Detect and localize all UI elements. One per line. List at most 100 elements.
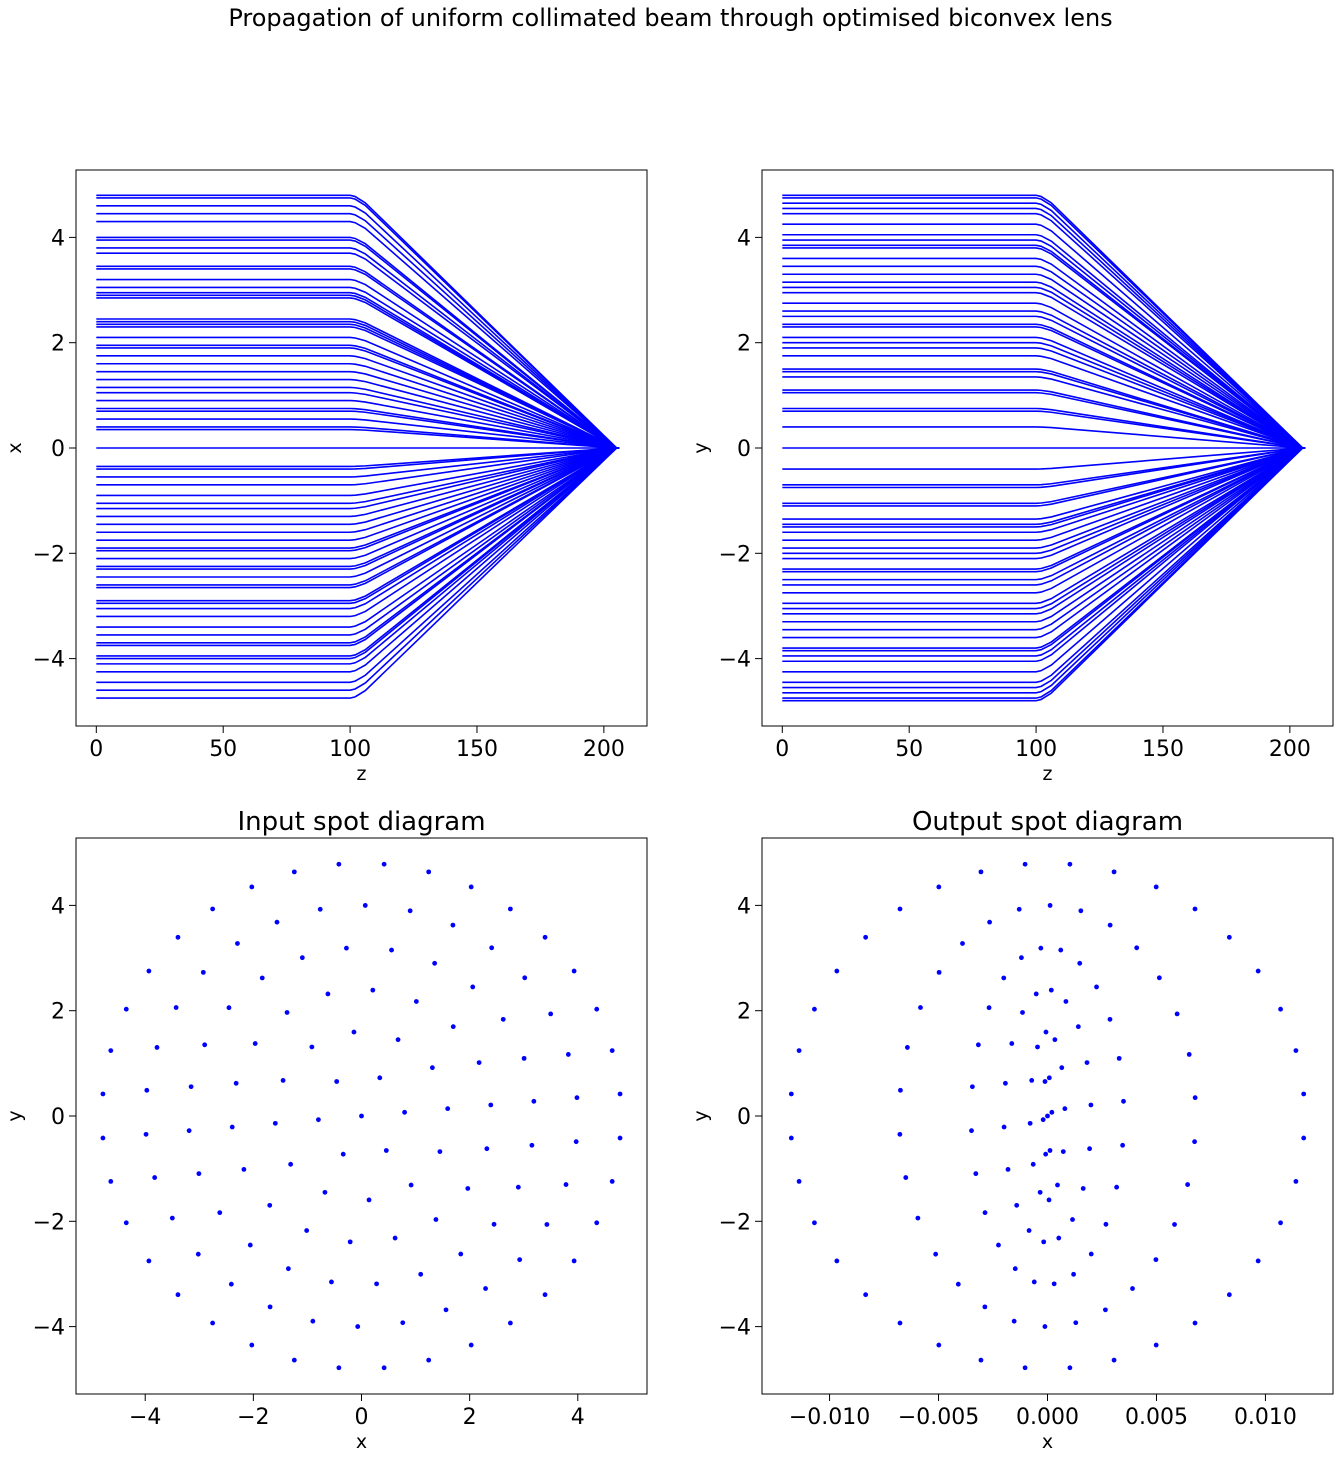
spot-point xyxy=(1046,1075,1052,1081)
spot-point xyxy=(1107,1016,1113,1022)
spot-point xyxy=(374,1281,379,1287)
spot-point xyxy=(788,1091,794,1097)
x-tick-label: 4 xyxy=(571,1405,585,1430)
spot-point xyxy=(488,1102,494,1108)
spot-point xyxy=(1226,934,1232,940)
spot-point xyxy=(1035,1044,1040,1050)
y-axis-label: y xyxy=(4,1110,26,1121)
spot-point xyxy=(1120,1142,1126,1148)
x-tick-label: 0.005 xyxy=(1125,1405,1188,1430)
spot-point xyxy=(548,1011,554,1017)
plot-data xyxy=(96,194,620,699)
spot-point xyxy=(609,1179,615,1184)
y-tick-label: −2 xyxy=(33,542,65,567)
spot-point xyxy=(903,1175,909,1180)
spot-point xyxy=(1067,1365,1073,1371)
ray-line xyxy=(782,273,1306,449)
spot-point xyxy=(288,1161,294,1167)
spot-point xyxy=(594,1220,600,1226)
spot-point xyxy=(1301,1091,1307,1097)
y-axis-label: x xyxy=(4,442,26,453)
spot-point xyxy=(571,968,577,974)
spot-point xyxy=(108,1179,114,1184)
spot-point xyxy=(267,1304,273,1310)
spot-point xyxy=(169,1215,175,1221)
spot-point xyxy=(1087,1146,1092,1152)
spot-point xyxy=(898,1087,903,1093)
spot-point xyxy=(1293,1048,1299,1053)
spot-point xyxy=(309,1044,315,1050)
spot-point xyxy=(249,1342,255,1348)
spot-point xyxy=(812,1220,817,1226)
spot-point xyxy=(517,1257,523,1263)
spot-point xyxy=(1088,1251,1094,1257)
spot-point xyxy=(458,1251,464,1257)
spot-point xyxy=(1103,1307,1108,1313)
spot-point xyxy=(936,1342,942,1348)
spot-point xyxy=(1107,922,1113,928)
spot-point xyxy=(247,1242,253,1248)
spot-point xyxy=(542,934,548,940)
spot-point xyxy=(1226,1292,1232,1298)
spot-point xyxy=(476,1060,482,1065)
spot-point xyxy=(796,1179,802,1184)
spot-point xyxy=(468,884,474,890)
spot-point xyxy=(291,1357,297,1363)
spot-point xyxy=(377,1075,383,1081)
spot-point xyxy=(1077,960,1083,966)
spot-point xyxy=(563,1182,569,1187)
spot-point xyxy=(316,1117,321,1123)
spot-point xyxy=(272,1120,278,1126)
spot-point xyxy=(1192,1139,1197,1145)
x-tick-label: −0.010 xyxy=(789,1405,870,1430)
spot-point xyxy=(834,1258,840,1264)
spot-point xyxy=(571,1258,577,1264)
spot-point xyxy=(933,1251,939,1257)
spot-point xyxy=(249,884,255,890)
spot-point xyxy=(1192,1320,1198,1326)
chart-panel-3: −4 −2 0 2 4 −4 −2 0 2 4 x y Input spot diagram xyxy=(4,807,648,1453)
spot-point xyxy=(978,1357,984,1363)
spot-point xyxy=(1055,1182,1060,1188)
spot-point xyxy=(1156,975,1162,981)
spot-point xyxy=(1067,861,1073,867)
spot-point xyxy=(982,1210,988,1216)
spot-point xyxy=(450,922,456,928)
spot-point xyxy=(617,1135,623,1141)
spot-point xyxy=(1049,1109,1055,1115)
ray-line xyxy=(96,447,620,605)
spot-point xyxy=(284,1010,290,1015)
x-tick-label: 150 xyxy=(1142,737,1184,762)
spot-point xyxy=(407,908,413,914)
spot-point xyxy=(426,869,432,875)
y-tick-label: −4 xyxy=(719,648,751,673)
spot-point xyxy=(960,941,965,946)
spot-point xyxy=(863,1292,869,1298)
spot-point xyxy=(470,984,476,990)
spot-point xyxy=(402,1109,407,1115)
spot-point xyxy=(195,1251,201,1257)
spot-point xyxy=(1051,1281,1057,1287)
spot-point xyxy=(996,1242,1001,1248)
spot-point xyxy=(936,884,942,890)
spot-point xyxy=(522,975,528,981)
spot-point xyxy=(1153,884,1159,890)
spot-point xyxy=(235,941,240,946)
spot-point xyxy=(609,1048,615,1053)
spot-point xyxy=(521,1055,527,1061)
spot-point xyxy=(1063,999,1069,1004)
x-tick-label: 0 xyxy=(775,737,789,762)
spot-point xyxy=(897,1131,903,1137)
spot-point xyxy=(1001,975,1007,981)
ray-line xyxy=(782,447,1306,702)
x-tick-label: 0 xyxy=(355,1405,369,1430)
spot-point xyxy=(310,1318,316,1324)
y-tick-label: 0 xyxy=(737,437,751,462)
spot-point xyxy=(366,1197,372,1203)
spot-point xyxy=(1094,984,1099,990)
y-tick-label: −4 xyxy=(719,1316,751,1341)
spot-point xyxy=(1020,1010,1025,1015)
spot-point xyxy=(229,1124,235,1130)
spot-point xyxy=(594,1006,600,1012)
spot-point xyxy=(1192,906,1198,912)
